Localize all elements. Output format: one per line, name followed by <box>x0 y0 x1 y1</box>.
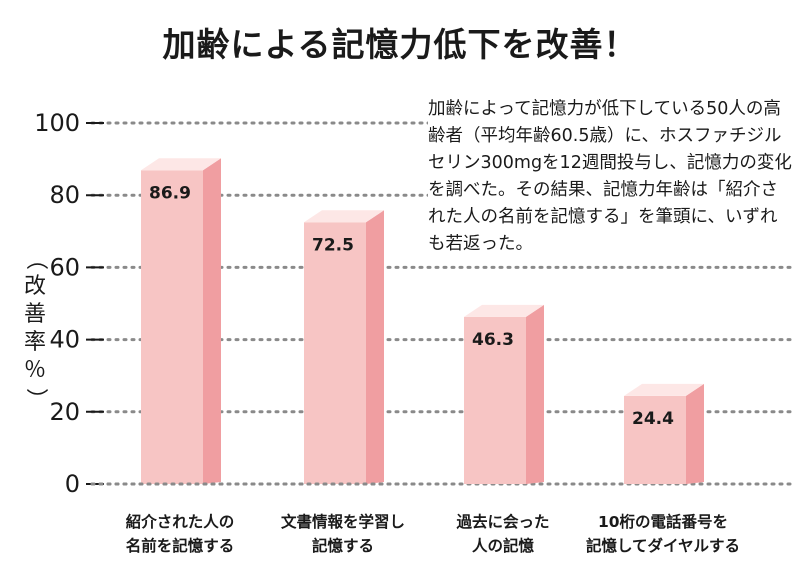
bar-top <box>141 158 221 171</box>
category-label: 名前を記憶する <box>126 536 235 555</box>
study-note: 加齢によって記憶力が低下している50人の高齢者（平均年齢60.5歳）に、ホスファ… <box>428 96 794 258</box>
category-label: 10桁の電話番号を <box>598 512 728 531</box>
bar-side <box>686 383 704 484</box>
data-label: 46.3 <box>472 330 514 350</box>
data-label: 24.4 <box>632 409 674 429</box>
bar-top <box>624 383 704 396</box>
bar-top <box>304 210 384 223</box>
y-tick-label: 80 <box>49 181 80 209</box>
category-label: 記憶してダイヤルする <box>586 536 740 555</box>
y-tick-label: 40 <box>49 326 80 354</box>
bar-side <box>366 210 384 484</box>
bar-side <box>203 158 221 484</box>
y-tick-label: 100 <box>34 109 80 137</box>
bar <box>464 316 526 484</box>
category-label: 記憶する <box>312 536 374 555</box>
bar-top <box>464 304 544 317</box>
bar <box>624 395 686 484</box>
category-label: 過去に会った <box>455 512 549 531</box>
category-label: 文書情報を学習し <box>281 512 405 531</box>
data-label: 86.9 <box>149 183 191 203</box>
data-label: 72.5 <box>312 235 354 255</box>
category-label: 人の記憶 <box>472 536 535 555</box>
y-tick-label: 60 <box>49 253 80 281</box>
bar-side <box>526 304 544 484</box>
category-label: 紹介された人の <box>126 512 235 531</box>
y-axis-label: （改善率％） <box>23 247 48 410</box>
y-tick-label: 0 <box>65 470 80 498</box>
y-tick-label: 20 <box>49 398 80 426</box>
bar <box>141 170 203 484</box>
bar <box>304 222 366 484</box>
chart-title: 加齢による記憶力低下を改善！ <box>162 25 638 64</box>
